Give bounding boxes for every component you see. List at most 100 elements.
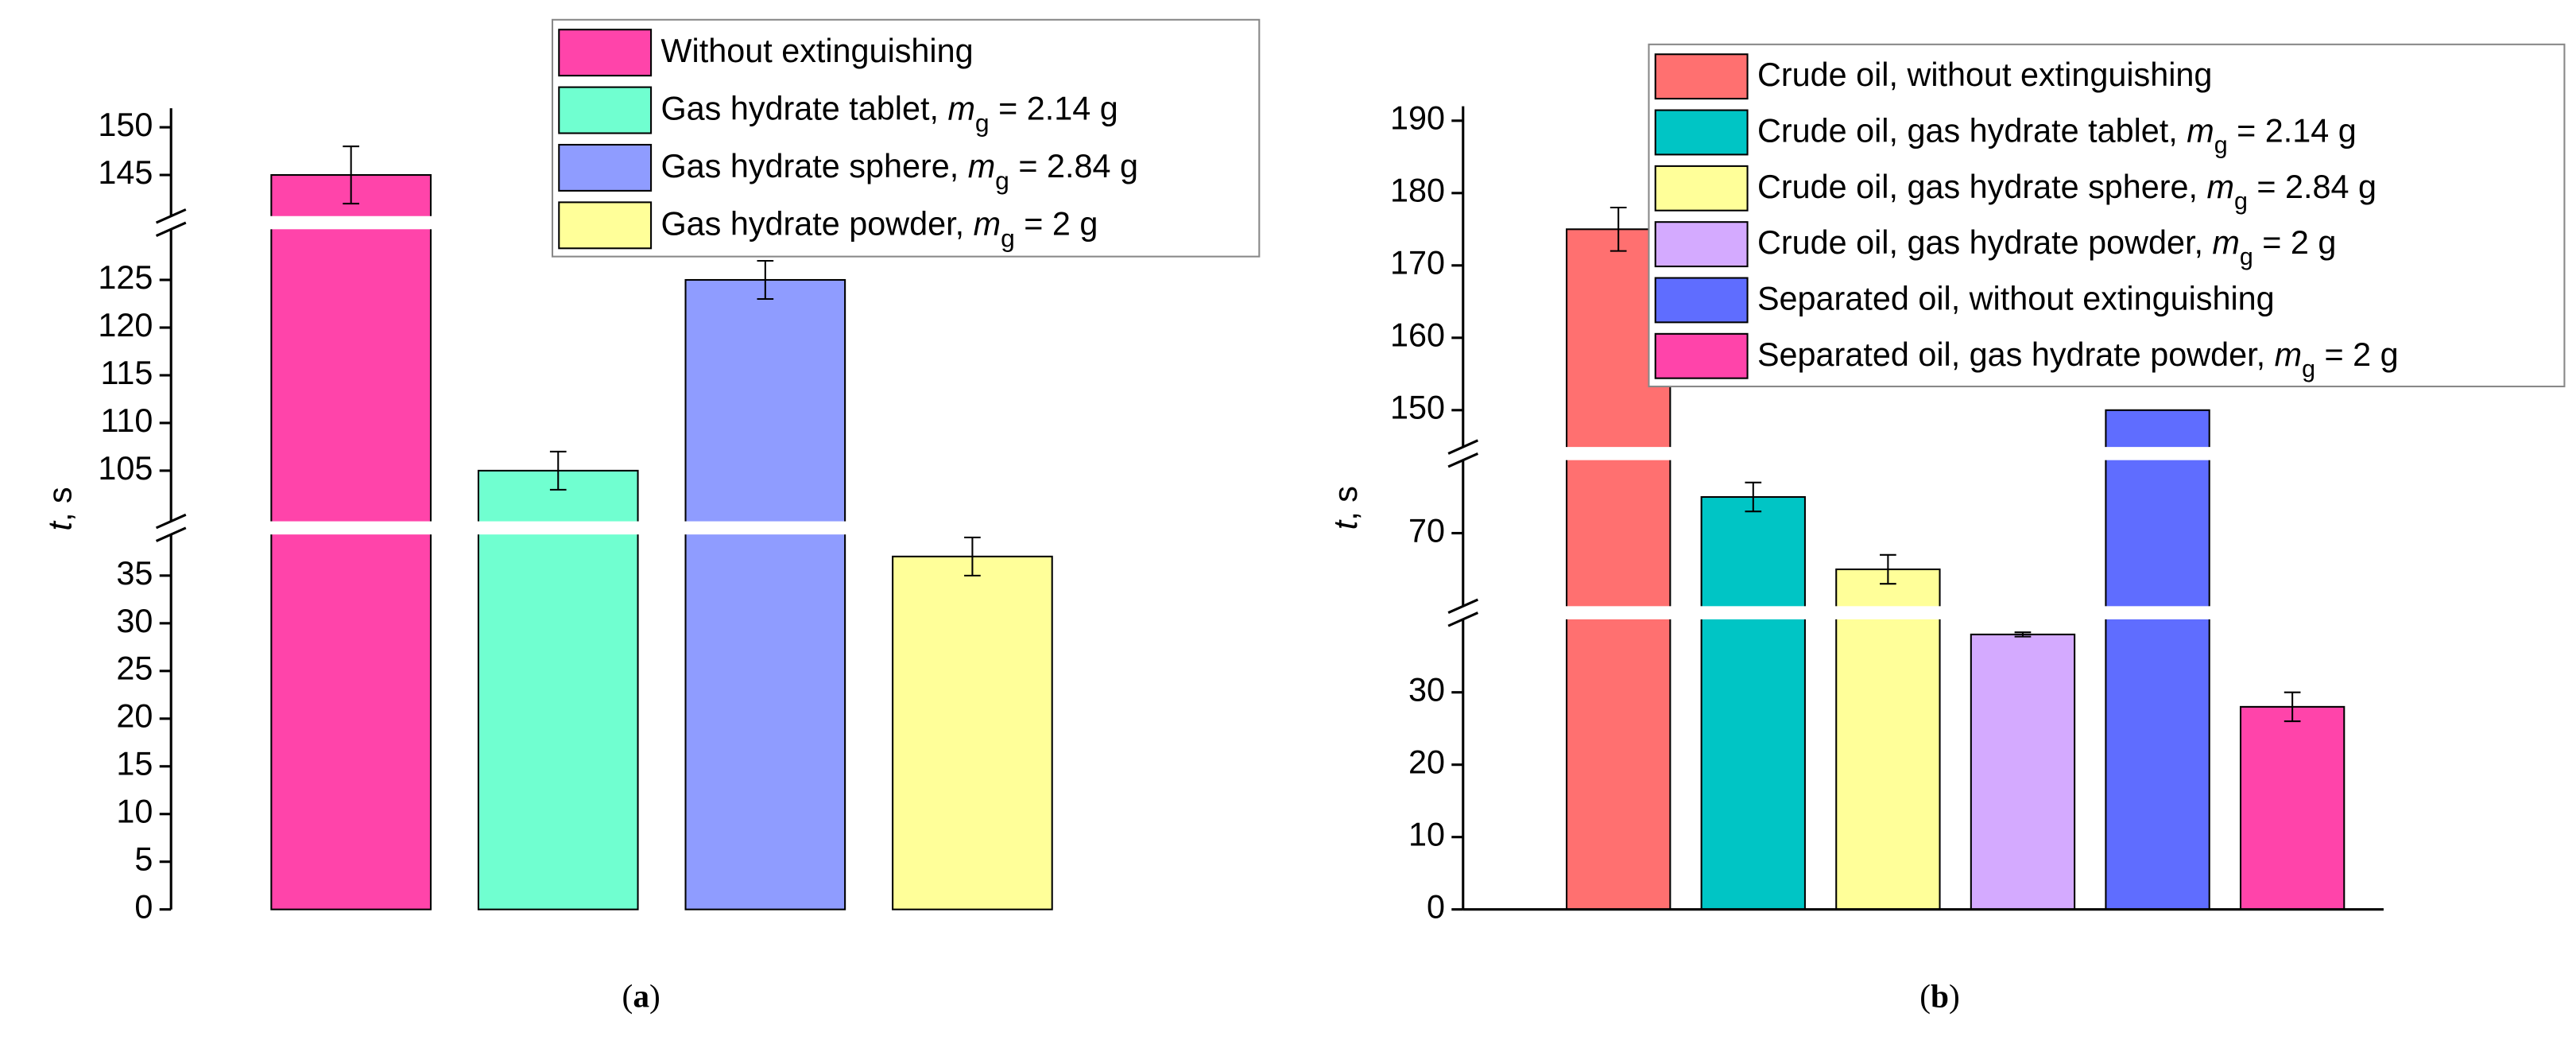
- y-tick-label: 15: [116, 746, 153, 782]
- text-part: Crude oil, gas hydrate tablet,: [1757, 112, 2187, 149]
- text-part: g: [2234, 188, 2248, 215]
- y-tick-label: 120: [98, 307, 153, 344]
- legend-label: Gas hydrate powder, mg = 2 g: [660, 205, 1098, 252]
- bar: [892, 555, 1053, 910]
- break-mark: [1447, 611, 1479, 627]
- text-part: Separated oil, gas hydrate powder,: [1757, 336, 2275, 373]
- text-part: , s: [1327, 486, 1364, 521]
- bar: [1700, 495, 1806, 910]
- legend-label: Gas hydrate tablet, mg = 2.14 g: [660, 91, 1118, 138]
- error-bar: [549, 450, 567, 491]
- text-part: = 2.14 g: [2228, 112, 2357, 149]
- text-part: Crude oil, without extinguishing: [1757, 56, 2212, 93]
- bar: [1970, 633, 2076, 910]
- axis-break: [1450, 606, 1477, 619]
- y-tick-label: 10: [116, 794, 153, 830]
- break-mark: [155, 208, 187, 224]
- text-part: t: [42, 520, 79, 530]
- error-bar: [757, 259, 774, 301]
- caption: (b): [1919, 978, 1960, 1015]
- y-tick-label: 70: [1408, 512, 1445, 549]
- y-tick-label: 150: [98, 107, 153, 143]
- text-part: g: [1001, 224, 1015, 253]
- legend-label: Crude oil, without extinguishing: [1757, 56, 2212, 93]
- legend-swatch: [1654, 165, 1749, 212]
- text-part: (: [1919, 978, 1931, 1015]
- legend-swatch: [558, 143, 653, 192]
- y-tick-label: 20: [116, 698, 153, 735]
- y-tick-label: 35: [116, 555, 153, 592]
- break-mark: [155, 221, 187, 237]
- axis-break: [157, 521, 184, 535]
- legend-box: [1648, 43, 2566, 388]
- legend-label: Crude oil, gas hydrate tablet, mg = 2.14…: [1757, 112, 2357, 158]
- y-tick-label: 105: [98, 450, 153, 487]
- text-part: m: [2207, 169, 2234, 205]
- axis-break: [172, 521, 1084, 535]
- text-part: m: [968, 148, 995, 184]
- legend-swatch: [1654, 109, 1749, 156]
- error-bar: [343, 146, 359, 205]
- legend-swatch: [1654, 332, 1749, 379]
- error-bar: [1745, 481, 1762, 513]
- y-tick-label: 160: [1390, 317, 1445, 354]
- error-bar: [1880, 553, 1896, 585]
- y-tick-label: 0: [134, 889, 153, 926]
- break-mark: [155, 513, 187, 530]
- bar: [2239, 705, 2346, 910]
- y-axis-label: t, s: [42, 487, 79, 530]
- error-bar: [1610, 206, 1627, 252]
- axis-break: [1464, 447, 2382, 460]
- text-part: g: [975, 109, 990, 138]
- legend-box: [551, 18, 1261, 258]
- text-part: (: [622, 978, 633, 1015]
- y-tick-label: 145: [98, 154, 153, 191]
- y-tick-label: 5: [134, 841, 153, 878]
- break-mark: [155, 526, 187, 542]
- legend-label: Without extinguishing: [660, 33, 973, 69]
- text-part: m: [2212, 224, 2239, 261]
- text-part: g: [2214, 132, 2228, 159]
- legend-label: Separated oil, without extinguishing: [1757, 280, 2275, 316]
- text-part: = 2 g: [2253, 224, 2337, 261]
- break-mark: [1447, 598, 1479, 615]
- y-tick-label: 30: [1408, 672, 1445, 708]
- y-tick-label: 30: [116, 603, 153, 639]
- text-part: Crude oil, gas hydrate powder,: [1757, 224, 2212, 261]
- caption: (a): [622, 978, 660, 1015]
- text-part: ): [1949, 978, 1960, 1015]
- text-part: = 2.14 g: [990, 91, 1118, 127]
- legend-swatch: [558, 86, 653, 134]
- text-part: t: [1327, 519, 1364, 530]
- y-tick-label: 125: [98, 259, 153, 296]
- legend-swatch: [1654, 53, 1749, 100]
- y-axis-label: t, s: [1327, 486, 1364, 530]
- legend-label: Gas hydrate sphere, mg = 2.84 g: [660, 148, 1138, 195]
- axis-break: [1464, 606, 2382, 619]
- text-part: = 2 g: [2315, 336, 2399, 373]
- text-part: = 2.84 g: [1009, 148, 1138, 184]
- y-tick-label: 20: [1408, 744, 1445, 781]
- legend-swatch: [558, 29, 653, 77]
- text-part: Gas hydrate sphere,: [660, 148, 967, 184]
- text-part: Crude oil, gas hydrate sphere,: [1757, 169, 2207, 205]
- y-tick-label: 190: [1390, 100, 1445, 137]
- text-part: , s: [42, 487, 79, 522]
- text-part: b: [1931, 978, 1949, 1015]
- y-tick-label: 25: [116, 650, 153, 687]
- text-part: m: [2187, 112, 2214, 149]
- y-tick-label: 110: [101, 402, 153, 439]
- text-part: Without extinguishing: [660, 33, 973, 69]
- text-part: = 2.84 g: [2248, 169, 2377, 205]
- y-tick-label: 0: [1427, 889, 1445, 926]
- text-part: Separated oil, without extinguishing: [1757, 280, 2275, 316]
- y-tick-label: 170: [1390, 245, 1445, 281]
- text-part: m: [2275, 336, 2302, 373]
- text-part: g: [995, 166, 1009, 195]
- text-part: g: [2302, 355, 2315, 382]
- legend-label: Separated oil, gas hydrate powder, mg = …: [1757, 336, 2399, 382]
- bar: [270, 174, 432, 910]
- legend-swatch: [558, 201, 653, 250]
- y-tick-label: 10: [1408, 817, 1445, 853]
- axis-break: [1450, 447, 1477, 460]
